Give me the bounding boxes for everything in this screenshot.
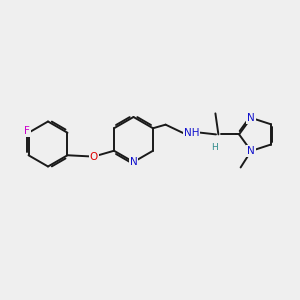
Text: N: N — [247, 113, 255, 123]
Text: H: H — [212, 142, 218, 152]
Text: F: F — [24, 126, 30, 136]
Text: NH: NH — [184, 128, 199, 138]
Text: N: N — [130, 157, 137, 167]
Text: N: N — [247, 146, 255, 156]
Text: O: O — [89, 152, 98, 162]
